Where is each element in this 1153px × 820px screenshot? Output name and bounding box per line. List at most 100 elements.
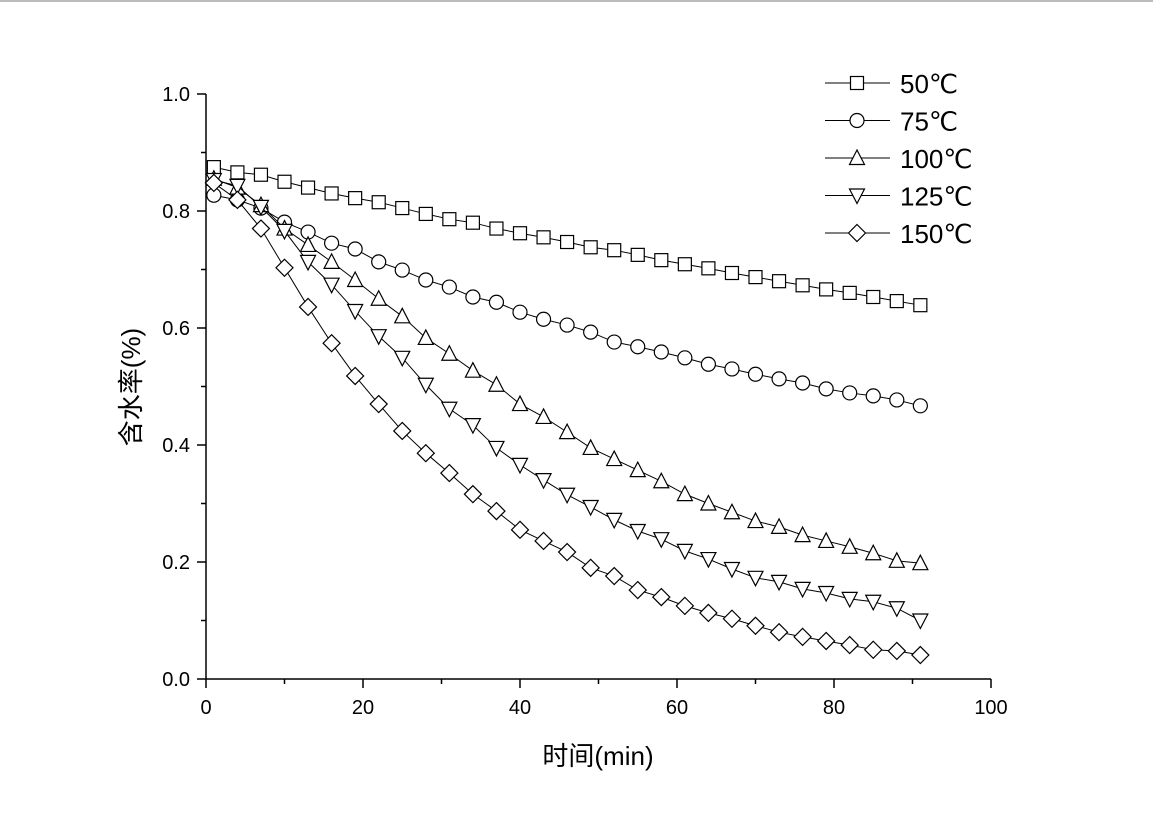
series-line (213, 194, 921, 407)
data-point (536, 230, 551, 245)
data-point (699, 603, 718, 623)
data-point (441, 279, 457, 295)
y-tick-label: 0.2 (162, 552, 190, 574)
data-point (393, 306, 411, 324)
data-point (323, 277, 341, 295)
data-point (298, 297, 318, 317)
data-point (700, 356, 717, 372)
data-point (558, 422, 576, 440)
data-point (299, 254, 317, 272)
data-point (840, 635, 860, 655)
data-point (675, 596, 695, 616)
axes: 0 20 40 60 80 100 0.0 0.2 0.4 0.6 0.8 1.0 (162, 84, 1008, 719)
data-point (794, 581, 812, 599)
data-point (253, 167, 269, 182)
data-point (583, 240, 598, 255)
data-point (418, 206, 433, 222)
legend-label: 50℃ (900, 69, 958, 99)
data-point (771, 371, 787, 387)
data-point (345, 366, 365, 386)
x-tick-label: 0 (200, 697, 211, 719)
data-point (395, 200, 410, 216)
data-point (842, 285, 857, 300)
data-point (701, 261, 716, 276)
data-point (369, 394, 389, 414)
legend-marker (848, 148, 866, 166)
data-point (559, 234, 575, 250)
data-point (204, 173, 224, 193)
series-group (204, 160, 930, 665)
data-point (535, 311, 552, 327)
data-point (818, 381, 834, 397)
data-point (793, 627, 812, 647)
data-point (676, 484, 694, 502)
data-point (654, 253, 669, 268)
data-point (440, 344, 458, 361)
y-tick-label: 0.0 (162, 669, 190, 691)
y-axis-label: 含水率(%) (116, 328, 146, 446)
data-point (771, 274, 787, 289)
data-point (794, 525, 812, 543)
data-point (770, 574, 788, 592)
data-point (251, 219, 271, 238)
data-point (557, 542, 577, 562)
data-point (677, 350, 693, 366)
data-point (604, 566, 624, 586)
data-point (277, 174, 292, 189)
data-point (841, 591, 859, 609)
data-point (630, 247, 645, 262)
x-tick-label: 60 (666, 697, 688, 719)
data-point (512, 226, 528, 241)
data-point (817, 585, 835, 603)
data-point (816, 631, 836, 651)
data-point (864, 594, 882, 612)
data-point (464, 418, 482, 435)
data-point (275, 258, 294, 278)
data-point (582, 499, 600, 517)
data-point (723, 502, 741, 520)
data-point (863, 640, 883, 660)
data-point (795, 278, 810, 293)
data-point (651, 587, 671, 607)
data-point (228, 178, 246, 196)
data-point (677, 257, 692, 272)
data-point (699, 494, 717, 511)
data-point (347, 241, 363, 257)
data-point (722, 609, 742, 629)
data-point (699, 551, 717, 569)
data-point (371, 254, 387, 270)
data-point (912, 398, 928, 414)
legend-label: 125℃ (900, 182, 973, 212)
data-point (370, 289, 388, 306)
data-point (488, 294, 505, 310)
data-point (629, 460, 647, 478)
data-point (440, 401, 458, 419)
data-point (535, 407, 553, 425)
y-tick-label: 0.8 (162, 201, 190, 223)
data-point (394, 262, 410, 278)
series-4 (204, 173, 930, 665)
data-point (558, 487, 576, 505)
data-point (911, 645, 930, 665)
y-tick-label: 1.0 (162, 84, 190, 106)
x-tick-label: 20 (352, 697, 374, 719)
data-point (299, 235, 317, 253)
data-point (534, 531, 553, 551)
data-point (418, 272, 434, 288)
data-point (487, 440, 505, 458)
data-point (629, 523, 647, 541)
data-point (511, 394, 529, 412)
data-point (605, 512, 623, 530)
data-point (252, 199, 270, 217)
data-point (464, 361, 482, 378)
data-point (300, 180, 316, 195)
data-point (913, 298, 928, 313)
data-point (652, 532, 670, 549)
data-point (370, 329, 388, 346)
data-point (747, 570, 764, 588)
legend: 50℃ 75℃ 100℃ 125℃ 150℃ (825, 69, 973, 249)
data-point (417, 377, 435, 395)
data-point (888, 551, 906, 568)
data-point (747, 366, 764, 382)
